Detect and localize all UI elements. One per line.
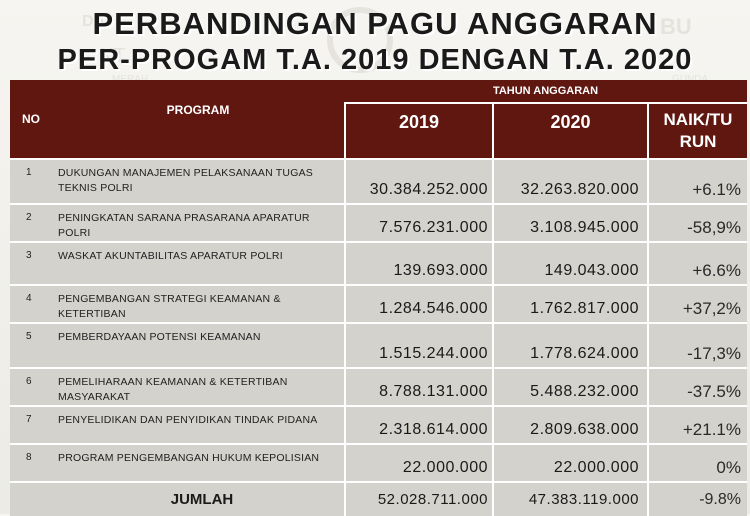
row-no: 6 bbox=[26, 376, 32, 387]
table-row: 5 PEMBERDAYAAN POTENSI KEAMANAN 1.515.24… bbox=[10, 322, 747, 369]
row-no: 7 bbox=[26, 414, 32, 425]
row-value-2020: 3.108.945.000 bbox=[492, 205, 647, 243]
total-change: -9.8% bbox=[647, 483, 747, 516]
header-year-2019: 2019 bbox=[344, 104, 492, 158]
row-change: 0% bbox=[647, 445, 747, 483]
row-no: 4 bbox=[26, 293, 32, 304]
row-value-2019: 22.000.000 bbox=[344, 445, 492, 483]
table-row: 2 PENINGKATAN SARANA PRASARANA APARATUR … bbox=[10, 203, 747, 243]
row-value-2019: 30.384.252.000 bbox=[344, 160, 492, 205]
row-value-2019: 8.788.131.000 bbox=[344, 369, 492, 407]
row-program: PENINGKATAN SARANA PRASARANA APARATUR PO… bbox=[58, 212, 310, 239]
total-row: JUMLAH 52.028.711.000 47.383.119.000 -9.… bbox=[10, 481, 747, 516]
table-row: 1 DUKUNGAN MANAJEMEN PELAKSANAAN TUGAS T… bbox=[10, 158, 747, 205]
title-line-2: PER-PROGAM T.A. 2019 DENGAN T.A. 2020 bbox=[57, 44, 693, 76]
row-value-2020: 5.488.232.000 bbox=[492, 369, 647, 407]
row-no: 2 bbox=[26, 212, 32, 223]
table-row: 7 PENYELIDIKAN DAN PENYIDIKAN TINDAK PID… bbox=[10, 405, 747, 445]
row-program: WASKAT AKUNTABILITAS APARATUR POLRI bbox=[58, 250, 283, 262]
row-value-2020: 1.778.624.000 bbox=[492, 324, 647, 369]
row-program: PROGRAM PENGEMBANGAN HUKUM KEPOLISIAN bbox=[58, 452, 320, 464]
row-change: +37,2% bbox=[647, 286, 747, 324]
header-naik-turun: NAIK/TU RUN bbox=[647, 104, 747, 158]
header-tahun-anggaran: TAHUN ANGGARAN bbox=[344, 80, 747, 104]
row-value-2020: 22.000.000 bbox=[492, 445, 647, 483]
row-no: 8 bbox=[26, 452, 32, 463]
total-label: JUMLAH bbox=[170, 491, 234, 508]
row-program: PENGEMBANGAN STRATEGI KEAMANAN & KETERTI… bbox=[58, 293, 281, 320]
header-program: PROGRAM bbox=[52, 80, 344, 158]
table-row: 6 PEMELIHARAAN KEAMANAN & KETERTIBAN MAS… bbox=[10, 367, 747, 407]
row-value-2019: 7.576.231.000 bbox=[344, 205, 492, 243]
row-change: +6.1% bbox=[647, 160, 747, 205]
total-value-2020: 47.383.119.000 bbox=[492, 483, 647, 516]
row-program: PEMELIHARAAN KEAMANAN & KETERTIBAN MASYA… bbox=[58, 376, 288, 403]
row-value-2020: 2.809.638.000 bbox=[492, 407, 647, 445]
header-no: NO bbox=[10, 80, 52, 158]
table-row: 3 WASKAT AKUNTABILITAS APARATUR POLRI 13… bbox=[10, 241, 747, 286]
row-value-2020: 32.263.820.000 bbox=[492, 160, 647, 205]
page-title: PERBANDINGAN PAGU ANGGARAN PER-PROGAM T.… bbox=[0, 6, 750, 78]
table-row: 8 PROGRAM PENGEMBANGAN HUKUM KEPOLISIAN … bbox=[10, 443, 747, 483]
row-change: +6.6% bbox=[647, 243, 747, 286]
row-change: -58,9% bbox=[647, 205, 747, 243]
row-program: PENYELIDIKAN DAN PENYIDIKAN TINDAK PIDAN… bbox=[58, 414, 318, 426]
header-year-2020: 2020 bbox=[492, 104, 647, 158]
row-no: 3 bbox=[26, 250, 32, 261]
title-line-1: PERBANDINGAN PAGU ANGGARAN bbox=[92, 6, 658, 41]
row-change: -17,3% bbox=[647, 324, 747, 369]
row-program: PEMBERDAYAAN POTENSI KEAMANAN bbox=[58, 331, 261, 343]
total-value-2019: 52.028.711.000 bbox=[344, 483, 492, 516]
row-program: DUKUNGAN MANAJEMEN PELAKSANAAN TUGAS TEK… bbox=[58, 167, 313, 194]
row-value-2019: 1.515.244.000 bbox=[344, 324, 492, 369]
row-value-2019: 139.693.000 bbox=[344, 243, 492, 286]
row-no: 1 bbox=[26, 167, 32, 178]
row-value-2020: 149.043.000 bbox=[492, 243, 647, 286]
row-no: 5 bbox=[26, 331, 32, 342]
row-value-2019: 1.284.546.000 bbox=[344, 286, 492, 324]
row-value-2019: 2.318.614.000 bbox=[344, 407, 492, 445]
table-row: 4 PENGEMBANGAN STRATEGI KEAMANAN & KETER… bbox=[10, 284, 747, 324]
row-value-2020: 1.762.817.000 bbox=[492, 286, 647, 324]
row-change: +21.1% bbox=[647, 407, 747, 445]
budget-table: NO PROGRAM TAHUN ANGGARAN 2019 2020 NAIK… bbox=[10, 80, 747, 516]
row-change: -37.5% bbox=[647, 369, 747, 407]
